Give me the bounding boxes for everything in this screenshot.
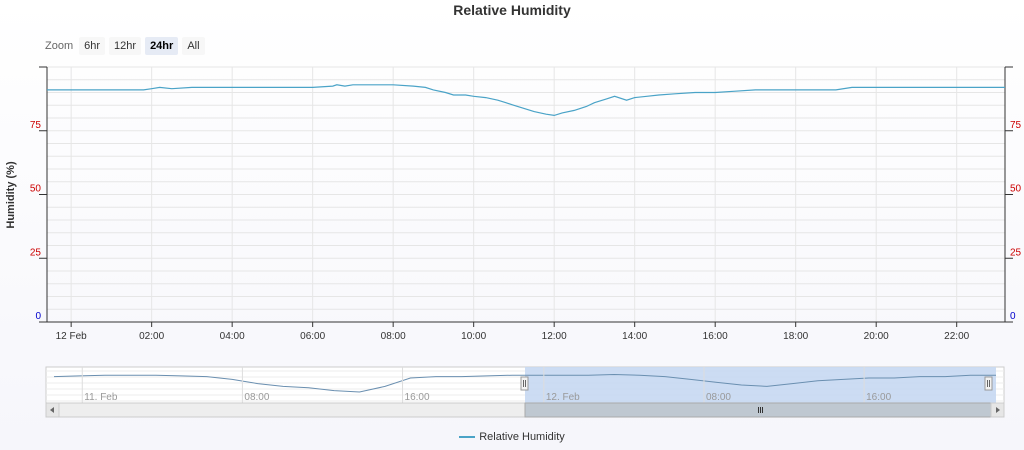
scrollbar-thumb[interactable] bbox=[524, 402, 999, 418]
y-tick-label-right: 50 bbox=[1010, 184, 1022, 195]
x-tick-label: 14:00 bbox=[622, 331, 647, 342]
y-axis-label: Humidity (%) bbox=[5, 161, 17, 229]
y-tick-label-left: 75 bbox=[30, 120, 42, 131]
navigator-tick-label: 08:00 bbox=[244, 392, 269, 403]
navigator-handle-box[interactable] bbox=[520, 376, 529, 391]
navigator-tick-label: 12. Feb bbox=[546, 392, 580, 403]
right-arrow-icon bbox=[996, 407, 1000, 413]
navigator-tick-label: 16:00 bbox=[866, 392, 891, 403]
zoom-24hr-button[interactable]: 24hr bbox=[145, 37, 179, 55]
legend[interactable]: Relative Humidity bbox=[0, 431, 1024, 443]
x-tick-label: 20:00 bbox=[864, 331, 889, 342]
chart-title: Relative Humidity bbox=[453, 2, 571, 18]
navigator-handle[interactable] bbox=[520, 376, 529, 391]
zoom-label: Zoom bbox=[45, 40, 74, 52]
y-tick-label-left: 0 bbox=[35, 311, 41, 322]
x-tick-label: 12:00 bbox=[542, 331, 567, 342]
navigator-selected-range[interactable] bbox=[525, 367, 996, 403]
navigator-series-line bbox=[53, 373, 996, 393]
x-tick-label: 16:00 bbox=[703, 331, 728, 342]
zoom-12hr-button[interactable]: 12hr bbox=[109, 37, 142, 55]
navigator-tick-label: 08:00 bbox=[706, 392, 731, 403]
x-tick-label: 18:00 bbox=[783, 331, 808, 342]
x-tick-label: 04:00 bbox=[220, 331, 245, 342]
x-tick-label: 12 Feb bbox=[56, 331, 88, 342]
left-arrow-icon bbox=[50, 407, 54, 413]
x-tick-label: 22:00 bbox=[944, 331, 969, 342]
legend-label: Relative Humidity bbox=[479, 431, 565, 443]
navigator-handle[interactable] bbox=[984, 376, 993, 391]
y-tick-label-right: 0 bbox=[1010, 311, 1016, 322]
y-tick-label-right: 75 bbox=[1010, 120, 1022, 131]
y-tick-label-left: 50 bbox=[30, 184, 42, 195]
y-tick-label-left: 25 bbox=[30, 247, 42, 258]
navigator-handle-box[interactable] bbox=[984, 376, 993, 391]
zoom-6hr-button[interactable]: 6hr bbox=[79, 37, 106, 55]
navigator-tick-label: 16:00 bbox=[405, 392, 430, 403]
x-tick-label: 06:00 bbox=[300, 331, 325, 342]
zoom-selector: Zoom 6hr 12hr 24hr All bbox=[45, 35, 209, 57]
navigator-tick-label: 11. Feb bbox=[84, 392, 118, 403]
x-tick-label: 08:00 bbox=[381, 331, 406, 342]
x-tick-label: 10:00 bbox=[461, 331, 486, 342]
y-tick-label-right: 25 bbox=[1010, 247, 1022, 258]
series-line-relative-humidity bbox=[47, 84, 1005, 117]
x-tick-label: 02:00 bbox=[139, 331, 164, 342]
zoom-all-button[interactable]: All bbox=[182, 37, 205, 55]
legend-swatch bbox=[459, 436, 476, 438]
